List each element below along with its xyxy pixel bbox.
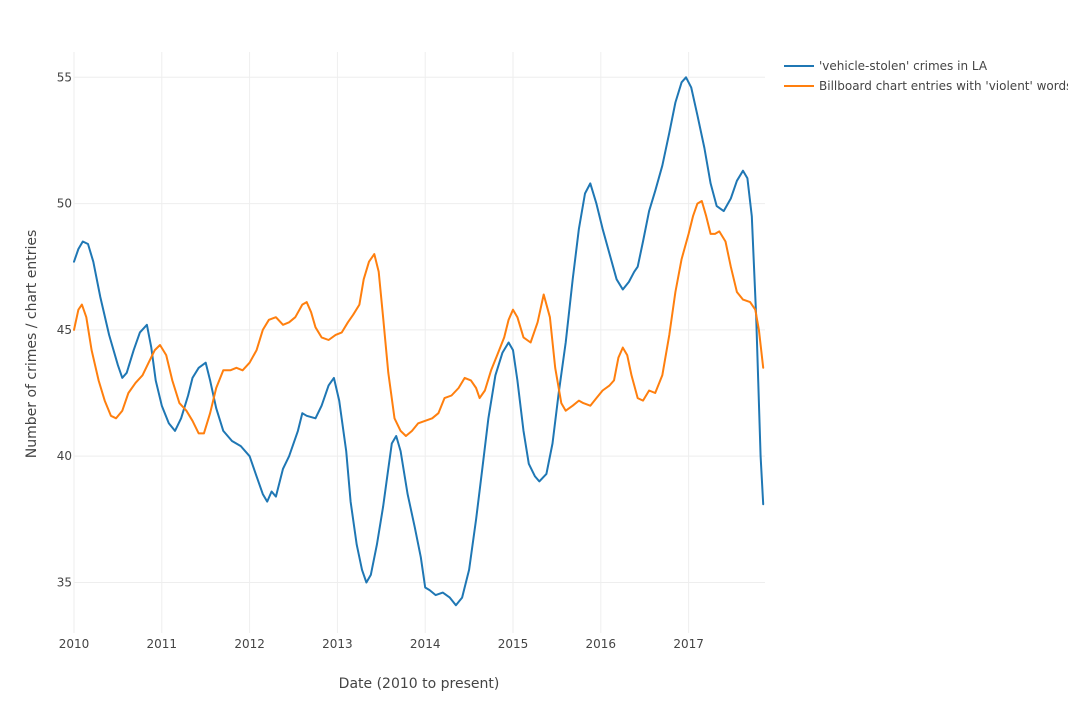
x-axis-ticks: 2010 2011 2012 2013 2014 2015 2016 2017 [59,637,704,651]
legend-item-vehicle-stolen[interactable]: 'vehicle-stolen' crimes in LA [784,59,988,73]
y-axis-ticks: 35 40 45 50 55 [57,70,72,589]
x-axis-title: Date (2010 to present) [339,676,500,692]
x-tick-label-2017: 2017 [673,637,704,651]
x-tick-label-2013: 2013 [322,637,353,651]
x-tick-label-2015: 2015 [498,637,529,651]
y-tick-label-40: 40 [57,449,72,463]
y-tick-label-55: 55 [57,70,72,84]
gridlines [73,52,765,633]
y-axis-title: Number of crimes / chart entries [24,230,40,459]
legend-label-vehicle-stolen: 'vehicle-stolen' crimes in LA [819,59,988,73]
x-tick-label-2014: 2014 [410,637,441,651]
series-line-1 [73,200,765,437]
x-tick-label-2016: 2016 [586,637,617,651]
x-tick-label-2010: 2010 [59,637,90,651]
x-tick-label-2011: 2011 [147,637,178,651]
x-tick-label-2012: 2012 [234,637,265,651]
y-tick-label-45: 45 [57,323,72,337]
legend-item-billboard-violent[interactable]: Billboard chart entries with 'violent' w… [784,79,1068,93]
y-tick-label-35: 35 [57,575,72,589]
series-line-0 [73,76,765,607]
series-lines [73,76,765,607]
y-tick-label-50: 50 [57,197,72,211]
legend-label-billboard-violent: Billboard chart entries with 'violent' w… [819,79,1068,93]
legend: 'vehicle-stolen' crimes in LA Billboard … [784,59,1068,93]
